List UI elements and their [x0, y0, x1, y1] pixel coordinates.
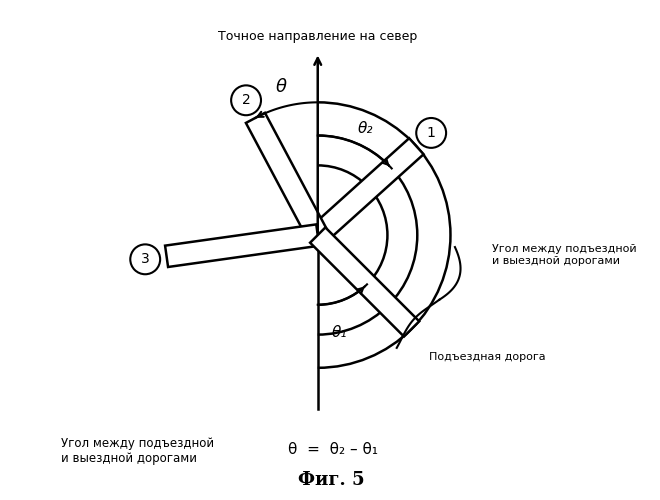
- Text: 1: 1: [427, 126, 436, 140]
- Text: θ: θ: [275, 78, 286, 96]
- Polygon shape: [165, 224, 319, 267]
- Text: θ  =  θ₂ – θ₁: θ = θ₂ – θ₁: [288, 442, 378, 458]
- Polygon shape: [246, 113, 327, 240]
- Circle shape: [416, 118, 446, 148]
- Text: Фиг. 5: Фиг. 5: [298, 470, 364, 488]
- Text: Угол между подъездной
и выездной дорогами: Угол между подъездной и выездной дорогам…: [61, 438, 214, 466]
- Text: Угол между подъездной
и выездной дорогами: Угол между подъездной и выездной дорогам…: [492, 244, 637, 266]
- Text: θ₁: θ₁: [332, 325, 347, 340]
- Circle shape: [231, 86, 261, 115]
- Text: 3: 3: [141, 252, 150, 266]
- Polygon shape: [310, 138, 424, 243]
- Text: Точное направление на север: Точное направление на север: [218, 30, 417, 43]
- Text: θ₂: θ₂: [357, 122, 373, 136]
- Circle shape: [130, 244, 160, 274]
- Text: 2: 2: [242, 94, 250, 108]
- Polygon shape: [310, 228, 419, 336]
- Text: Подъездная дорога: Подъездная дорога: [429, 352, 546, 362]
